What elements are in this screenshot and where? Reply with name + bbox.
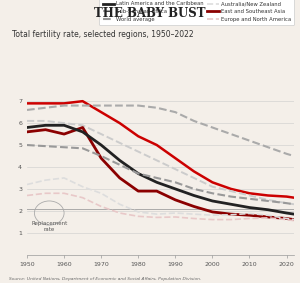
Legend: North Africa and the Middle East, Latin America and the Caribbean, Sub-Saharan A: North Africa and the Middle East, Latin … bbox=[99, 0, 294, 25]
Text: Replacement
rate: Replacement rate bbox=[31, 221, 68, 232]
Text: THE BABY BUST: THE BABY BUST bbox=[94, 7, 206, 20]
Text: Source: United Nations, Department of Economic and Social Affairs, Population Di: Source: United Nations, Department of Ec… bbox=[9, 277, 201, 281]
Text: Total fertility rate, selected regions, 1950–2022: Total fertility rate, selected regions, … bbox=[12, 30, 194, 39]
